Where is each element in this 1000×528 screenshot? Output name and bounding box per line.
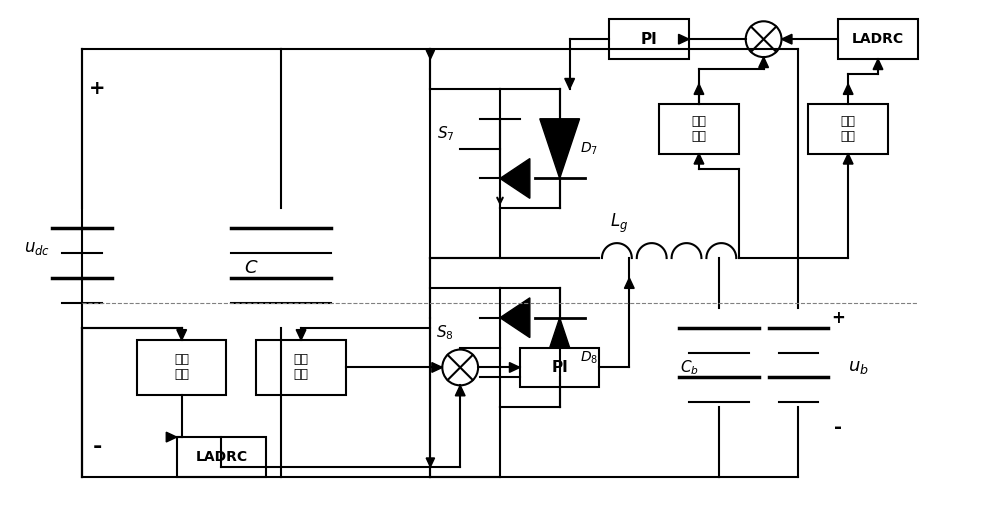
Polygon shape <box>177 329 187 340</box>
Polygon shape <box>843 84 853 95</box>
Polygon shape <box>624 278 634 288</box>
Text: $L_g$: $L_g$ <box>610 212 628 235</box>
Polygon shape <box>509 363 520 372</box>
FancyBboxPatch shape <box>520 347 599 388</box>
FancyBboxPatch shape <box>137 340 226 395</box>
Text: 电流
采样: 电流 采样 <box>294 353 309 381</box>
FancyBboxPatch shape <box>808 104 888 154</box>
Polygon shape <box>540 318 580 378</box>
Text: LADRC: LADRC <box>852 32 904 46</box>
Polygon shape <box>759 57 768 68</box>
FancyBboxPatch shape <box>838 20 918 59</box>
Text: $S_7$: $S_7$ <box>437 124 454 143</box>
Text: -: - <box>834 418 842 437</box>
Text: $C_b$: $C_b$ <box>680 358 698 377</box>
FancyBboxPatch shape <box>609 20 689 59</box>
Text: 电压
采样: 电压 采样 <box>174 353 189 381</box>
Polygon shape <box>694 84 704 95</box>
Polygon shape <box>782 34 792 44</box>
Polygon shape <box>455 385 465 396</box>
Polygon shape <box>694 154 704 164</box>
Polygon shape <box>426 50 435 59</box>
Polygon shape <box>296 329 306 340</box>
Text: $D_7$: $D_7$ <box>580 140 598 157</box>
Polygon shape <box>166 432 177 442</box>
Polygon shape <box>565 79 575 89</box>
FancyBboxPatch shape <box>659 104 739 154</box>
Polygon shape <box>843 154 853 164</box>
Polygon shape <box>873 59 883 70</box>
Text: +: + <box>831 309 845 327</box>
FancyBboxPatch shape <box>177 437 266 477</box>
Text: PI: PI <box>551 360 568 375</box>
Polygon shape <box>432 363 442 372</box>
Text: +: + <box>89 79 105 98</box>
Text: 电压
采样: 电压 采样 <box>841 115 856 143</box>
Polygon shape <box>679 34 689 44</box>
Polygon shape <box>500 158 530 199</box>
Polygon shape <box>426 458 435 467</box>
Text: $C$: $C$ <box>244 259 259 277</box>
Text: $S_8$: $S_8$ <box>436 323 454 342</box>
Text: $u_b$: $u_b$ <box>848 359 869 376</box>
Polygon shape <box>500 298 530 337</box>
Text: -: - <box>92 437 102 457</box>
Text: $u_{dc}$: $u_{dc}$ <box>24 239 51 257</box>
Polygon shape <box>540 119 580 178</box>
Text: PI: PI <box>641 32 658 46</box>
Text: $D_8$: $D_8$ <box>580 350 598 366</box>
FancyBboxPatch shape <box>256 340 346 395</box>
Text: 电流
采样: 电流 采样 <box>691 115 706 143</box>
Text: LADRC: LADRC <box>195 450 248 464</box>
